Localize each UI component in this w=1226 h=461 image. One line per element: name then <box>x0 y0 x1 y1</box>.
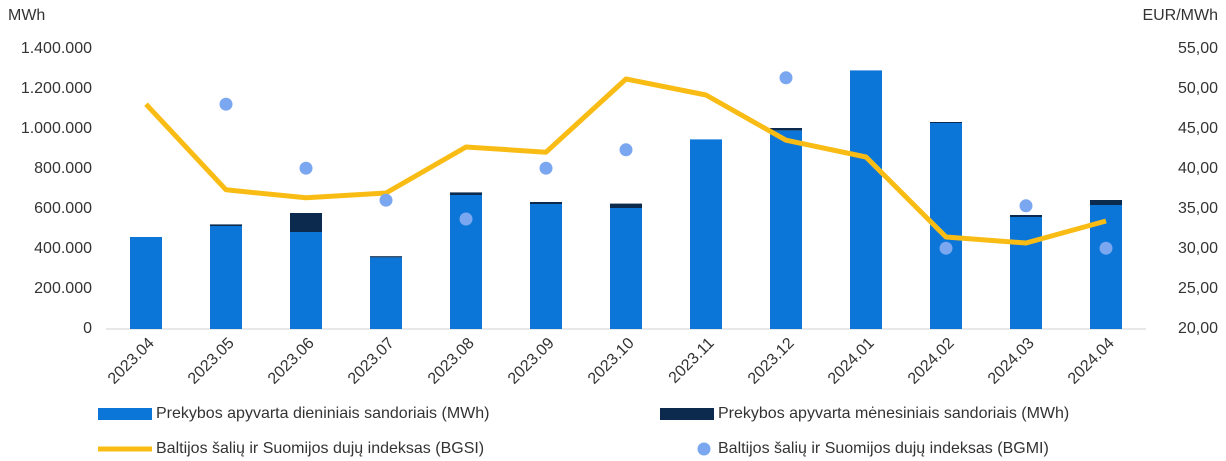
y-tick-label: 200.000 <box>34 280 92 297</box>
bar <box>770 130 802 329</box>
point <box>219 97 233 111</box>
x-tick-label: 2023.05 <box>185 335 238 388</box>
legend-label: Prekybos apyvarta dieniniais sandoriais … <box>156 405 489 422</box>
bar <box>930 122 962 123</box>
x-tick-label: 2023.06 <box>265 335 318 388</box>
bar <box>130 237 162 329</box>
point <box>939 241 953 255</box>
legend-swatch <box>660 408 714 420</box>
y-tick-label: 400.000 <box>34 240 92 257</box>
bar <box>290 232 322 329</box>
bar <box>290 213 322 232</box>
legend-swatch <box>697 442 711 456</box>
y-tick-label: 1.400.000 <box>21 40 92 57</box>
bar <box>1010 215 1042 217</box>
y2-tick-label: 55,00 <box>1178 40 1218 57</box>
y-tick-label: 600.000 <box>34 200 92 217</box>
y2-tick-label: 35,00 <box>1178 200 1218 217</box>
point <box>539 161 553 175</box>
point <box>299 161 313 175</box>
y-tick-label: 1.200.000 <box>21 80 92 97</box>
x-tick-label: 2023.10 <box>585 335 638 388</box>
x-tick-label: 2023.09 <box>505 335 558 388</box>
y2-tick-label: 50,00 <box>1178 80 1218 97</box>
y-axis-label: MWh <box>8 7 45 24</box>
legend-swatch <box>98 408 152 420</box>
bar <box>770 128 802 131</box>
point <box>1099 241 1113 255</box>
y2-tick-label: 20,00 <box>1178 320 1218 337</box>
bar <box>450 192 482 195</box>
bar <box>1090 200 1122 205</box>
point <box>619 143 633 157</box>
bar <box>530 204 562 329</box>
y-tick-label: 0 <box>83 320 92 337</box>
x-tick-label: 2024.03 <box>985 335 1038 388</box>
bar <box>610 208 642 329</box>
y2-tick-label: 25,00 <box>1178 280 1218 297</box>
x-tick-label: 2023.07 <box>345 335 398 388</box>
line <box>144 76 1107 246</box>
point <box>459 212 473 226</box>
x-tick-label: 2023.08 <box>425 335 478 388</box>
y2-tick-label: 40,00 <box>1178 160 1218 177</box>
y-tick-label: 1.000.000 <box>21 120 92 137</box>
bar <box>210 226 242 329</box>
x-tick-label: 2023.04 <box>105 335 158 388</box>
legend-label: Baltijos šalių ir Suomijos dujų indeksas… <box>718 440 1049 457</box>
x-tick-label: 2023.11 <box>666 335 718 387</box>
y2-axis-label: EUR/MWh <box>1142 7 1218 24</box>
bar <box>370 257 402 329</box>
point <box>379 193 393 207</box>
point <box>1019 199 1033 213</box>
bar <box>210 224 242 226</box>
x-tick-label: 2024.04 <box>1065 335 1118 388</box>
bar <box>610 203 642 208</box>
y-tick-label: 800.000 <box>34 160 92 177</box>
y2-tick-label: 45,00 <box>1178 120 1218 137</box>
legend-label: Prekybos apyvarta mėnesiniais sandoriais… <box>718 405 1069 422</box>
bar <box>690 139 722 329</box>
legend-label: Baltijos šalių ir Suomijos dujų indeksas… <box>156 440 484 457</box>
y2-tick-label: 30,00 <box>1178 240 1218 257</box>
point <box>779 71 793 85</box>
x-tick-label: 2024.01 <box>825 335 878 388</box>
x-tick-label: 2023.12 <box>745 335 798 388</box>
bar <box>1010 217 1042 329</box>
bar <box>370 256 402 258</box>
x-tick-label: 2024.02 <box>905 335 958 388</box>
bar <box>530 202 562 204</box>
bar <box>850 70 882 330</box>
